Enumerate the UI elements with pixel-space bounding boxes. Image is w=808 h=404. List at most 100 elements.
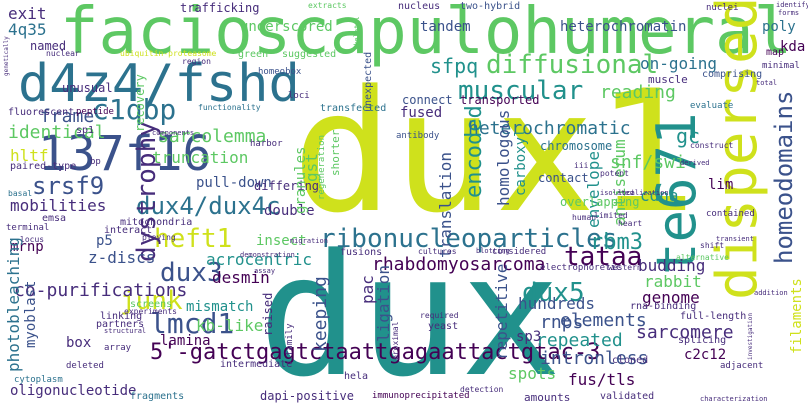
word-linking: linking — [100, 311, 143, 322]
word-tandem: tandem — [420, 19, 471, 35]
word-trafficking: trafficking — [180, 1, 260, 15]
word-elements: elements — [560, 310, 647, 331]
word-ligation: ligation — [374, 264, 393, 342]
word-heart: heart — [618, 219, 643, 228]
word-full-length: full-length — [680, 311, 747, 322]
word-myoblast: myoblast — [23, 280, 39, 348]
word-intronless: intronless — [540, 348, 649, 369]
word-cultures: cultures — [418, 247, 457, 256]
word-underscored: underscored — [240, 19, 333, 35]
word-dux: dux — [258, 218, 562, 404]
word-137f16: 137f16 — [38, 126, 212, 182]
word-adjacent: adjacent — [720, 361, 764, 371]
word-intermediate: intermediate — [220, 359, 293, 370]
word-identical: identical — [8, 122, 106, 143]
word-regeneration: regeneration — [317, 134, 327, 200]
word-family: family — [285, 323, 295, 356]
word-homologous: homologous — [494, 109, 513, 206]
word-heterochromatic: heterochromatic — [468, 118, 631, 139]
word-localization: localization — [618, 189, 669, 197]
word-repetitive: repetitive — [492, 263, 511, 360]
word-d4z4-fshd: d4z4/fshd — [18, 54, 300, 114]
word-shift: shift — [700, 241, 725, 250]
word-frame: frame — [40, 106, 95, 127]
word-differing: differing — [254, 179, 320, 193]
word-rhabdomyosarcoma: rhabdomyosarcoma — [372, 254, 546, 275]
word-exit: exit — [8, 4, 47, 23]
word-transported: transported — [460, 93, 540, 107]
word-filaments: filaments — [789, 278, 805, 354]
word-lmcd1: lmcd1 — [150, 307, 235, 340]
word-cytoplasm: cytoplasm — [14, 375, 63, 385]
word-paired-type: paired-type — [10, 161, 77, 172]
word-co-purifications: co-purifications — [14, 280, 188, 301]
word-skeletal: skeletal — [353, 16, 361, 50]
word-nuclear: nuclear — [46, 49, 80, 58]
word-minimal: minimal — [762, 61, 800, 71]
word-rna-binding: rna-binding — [630, 301, 697, 312]
word-demonstration: demonstration — [240, 251, 295, 259]
word-4q35: 4q35 — [8, 20, 47, 39]
word-mismatch: mismatch — [186, 299, 254, 315]
word-characterization: characterization — [700, 395, 768, 403]
word-chromosome: chromosome — [540, 139, 613, 153]
word-z-discs: z-discs — [88, 248, 156, 267]
word-poly: poly — [762, 19, 796, 35]
word-detection: detection — [460, 385, 504, 394]
word-repeated: repeated — [536, 330, 623, 351]
word-proximal: proximal — [391, 321, 400, 360]
word-dux1: dux1 — [292, 54, 697, 250]
word-diffusional: diffusional — [486, 50, 659, 80]
word-heft1: heft1 — [154, 224, 233, 254]
word-shorter: shorter — [329, 129, 342, 176]
word-raised: raised — [261, 292, 275, 336]
word-kda: kda — [780, 39, 806, 55]
word-reading: reading — [600, 82, 676, 103]
word-c2c12: c2c12 — [684, 347, 727, 363]
word-considered: considered — [492, 247, 547, 257]
word-oligonucleotide: oligonucleotide — [10, 383, 137, 399]
word-blotting: blotting — [476, 247, 510, 255]
word-budding: budding — [638, 256, 706, 275]
word-region: region — [182, 57, 211, 66]
word-electrophoretic: electrophoretic — [540, 263, 622, 273]
word-contact: contact — [538, 171, 589, 185]
word-desmin: desmin — [212, 268, 270, 287]
word-acrocentric: acrocentric — [206, 250, 312, 269]
word-lim: lim — [708, 177, 734, 193]
word-ubiquitin-proteasome: ubiquitin-proteasome — [120, 49, 217, 58]
word-dapi-positive: dapi-positive — [260, 389, 354, 403]
word-components: components — [152, 129, 195, 137]
word-forms: forms — [778, 9, 800, 17]
word-unusual: unusual — [62, 81, 113, 95]
word-truncation: truncation — [152, 148, 249, 167]
word-terminal: terminal — [6, 223, 50, 233]
word-mitochondria: mitochondria — [120, 217, 193, 228]
word-rabbit: rabbit — [644, 272, 702, 291]
word-human: human — [572, 213, 597, 222]
word-unexpected: unexpected — [363, 51, 374, 112]
word-limited: limited — [594, 211, 628, 220]
word-named: named — [30, 39, 67, 53]
word-potent: potent — [600, 169, 629, 178]
word-nuclei: nuclei — [706, 3, 739, 13]
word-yeast: yeast — [428, 321, 459, 332]
word-comprising: comprising — [702, 69, 763, 80]
word-alternative: alternative — [676, 253, 729, 262]
word-photobleaching: photobleaching — [4, 237, 23, 372]
word-evaluate: evaluate — [690, 101, 734, 111]
word-tataa: tataa — [564, 242, 643, 272]
word-spots: spots — [508, 364, 557, 383]
word-c1qbp: c1qbp — [92, 93, 177, 126]
word-cloned: cloned — [612, 355, 649, 366]
word-genome: genome — [642, 288, 700, 307]
word-fluorescent: fluorescent — [8, 107, 75, 118]
word-rbm3: rbm3 — [590, 230, 643, 255]
word-screens: screens — [130, 299, 173, 310]
word-double: double — [264, 203, 315, 219]
word-dux3: dux3 — [160, 258, 223, 288]
word-kb-like: kb-like — [196, 316, 264, 335]
word-total: total — [756, 79, 778, 87]
word-snf-swi: snf/swi — [610, 152, 686, 173]
word-bp: bp — [90, 157, 101, 167]
